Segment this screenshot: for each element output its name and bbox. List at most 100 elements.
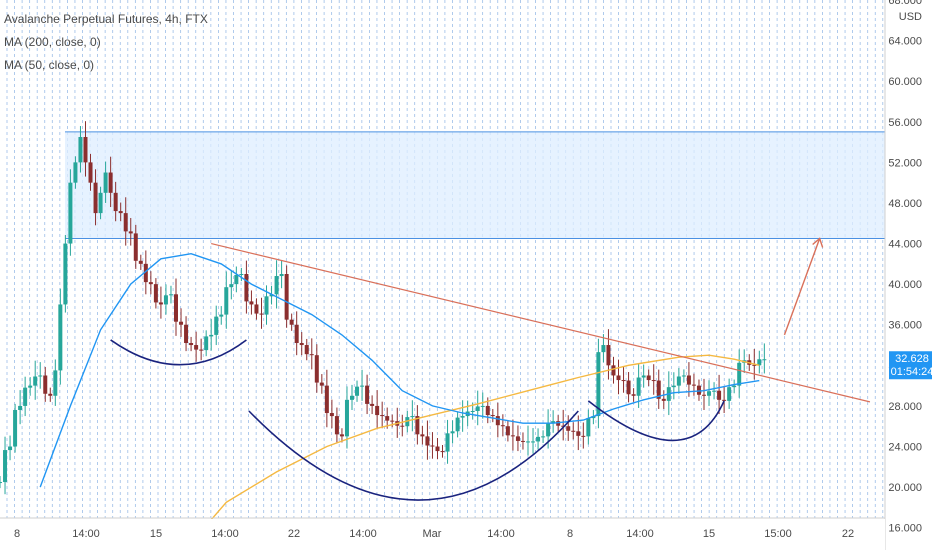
- candle-body: [53, 370, 58, 396]
- candle-body: [385, 416, 390, 421]
- candle-body: [636, 377, 641, 396]
- candle-body: [656, 380, 661, 399]
- candle-body: [309, 354, 314, 356]
- candle-body: [279, 274, 284, 277]
- chart-title: Avalanche Perpetual Futures, 4h, FTX: [4, 12, 208, 26]
- candle-body: [334, 416, 339, 435]
- candle-body: [63, 243, 68, 305]
- price-tick-label: 52.000: [888, 157, 922, 169]
- candle-body: [596, 352, 601, 417]
- candle-body: [430, 445, 435, 447]
- candle-body: [108, 172, 113, 193]
- candle-body: [113, 192, 118, 212]
- price-tick-label: 28.000: [888, 401, 922, 413]
- candle-body: [515, 436, 520, 441]
- candle-body: [495, 416, 500, 426]
- candle-body: [314, 355, 319, 383]
- candle-body: [299, 343, 304, 346]
- candle-body: [475, 406, 480, 411]
- candle-body: [616, 375, 621, 381]
- candle-body: [28, 385, 33, 388]
- price-tick-label: 16.000: [888, 523, 922, 535]
- candle-body: [214, 316, 219, 335]
- price-tick-label: 36.000: [888, 320, 922, 332]
- candle-body: [88, 162, 93, 183]
- time-tick-label: 14:00: [487, 528, 515, 540]
- candle-body: [606, 345, 611, 366]
- candle-body: [531, 441, 536, 443]
- candle-body: [450, 431, 455, 434]
- countdown-label: 01:54:24: [891, 366, 932, 378]
- candle-body: [691, 384, 696, 386]
- candle-body: [98, 192, 103, 214]
- candle-body: [174, 294, 178, 322]
- candle-body: [284, 274, 289, 320]
- projection-arrow-head: [812, 237, 824, 248]
- candle-body: [3, 450, 8, 483]
- candle-body: [410, 416, 415, 418]
- chart-legend: Avalanche Perpetual Futures, 4h, FTX MA …: [4, 8, 208, 77]
- candle-body: [737, 362, 742, 386]
- candle-body: [611, 365, 616, 376]
- ma200-legend: MA (200, close, 0): [4, 35, 101, 49]
- candle-body: [93, 182, 98, 214]
- right-shoulder-arc: [587, 400, 725, 442]
- price-tick-label: 60.000: [888, 76, 922, 88]
- candle-body: [234, 275, 239, 285]
- time-axis: 8 14:00 15 14:00 22 14:00 Mar 14:00 8 14:00 15 15:0…: [14, 528, 854, 540]
- candle-body: [722, 399, 727, 401]
- candle-body: [143, 263, 148, 283]
- time-tick-label: 14:00: [349, 528, 377, 540]
- candle-body: [304, 345, 309, 355]
- candle-body: [123, 213, 128, 232]
- candle-body: [274, 276, 279, 295]
- candle-body: [505, 426, 510, 436]
- candle-body: [264, 296, 269, 315]
- candle-body: [224, 287, 229, 315]
- candle-body: [319, 382, 324, 386]
- candle-body: [712, 390, 717, 392]
- candle-body: [239, 274, 244, 276]
- time-tick-label: 14:00: [211, 528, 239, 540]
- time-tick-label: 14:00: [626, 528, 654, 540]
- candle-body: [646, 375, 651, 381]
- price-tick-label: 20.000: [888, 482, 922, 494]
- resistance-zone: [65, 131, 885, 239]
- candle-body: [370, 403, 375, 406]
- candle-body: [8, 446, 13, 451]
- candle-body: [73, 162, 78, 183]
- price-axis-bg: [886, 0, 932, 550]
- candle-body: [13, 409, 18, 447]
- currency-label: USD: [899, 11, 922, 23]
- candle-body: [269, 294, 274, 297]
- candle-body: [586, 418, 591, 437]
- ma50-line: [39, 252, 760, 488]
- candle-body: [375, 405, 380, 416]
- candle-body: [420, 434, 425, 437]
- time-tick-label: 15:00: [764, 528, 792, 540]
- candle-body: [33, 376, 38, 386]
- candle-body: [621, 380, 626, 382]
- candle-body: [68, 182, 73, 244]
- time-tick-label: Mar: [423, 528, 442, 540]
- candle-body: [103, 172, 108, 193]
- candle-body: [184, 324, 189, 344]
- candle-body: [189, 343, 194, 346]
- candle-body: [289, 319, 294, 325]
- candle-body: [510, 435, 515, 437]
- candle-body: [556, 421, 561, 426]
- descending-trendline: [211, 242, 871, 403]
- candle-body: [344, 399, 349, 437]
- candle-body: [179, 321, 184, 325]
- price-tick-label: 40.000: [888, 279, 922, 291]
- candle-body: [752, 364, 757, 366]
- price-tick-label: 56.000: [888, 117, 922, 129]
- candle-body: [526, 441, 530, 443]
- time-tick-label: 14:00: [72, 528, 100, 540]
- price-tick-label: 64.000: [888, 36, 922, 48]
- grid-lines: [6, 0, 884, 518]
- candle-body: [520, 440, 525, 442]
- candle-body: [133, 233, 138, 261]
- candle-body: [651, 380, 656, 382]
